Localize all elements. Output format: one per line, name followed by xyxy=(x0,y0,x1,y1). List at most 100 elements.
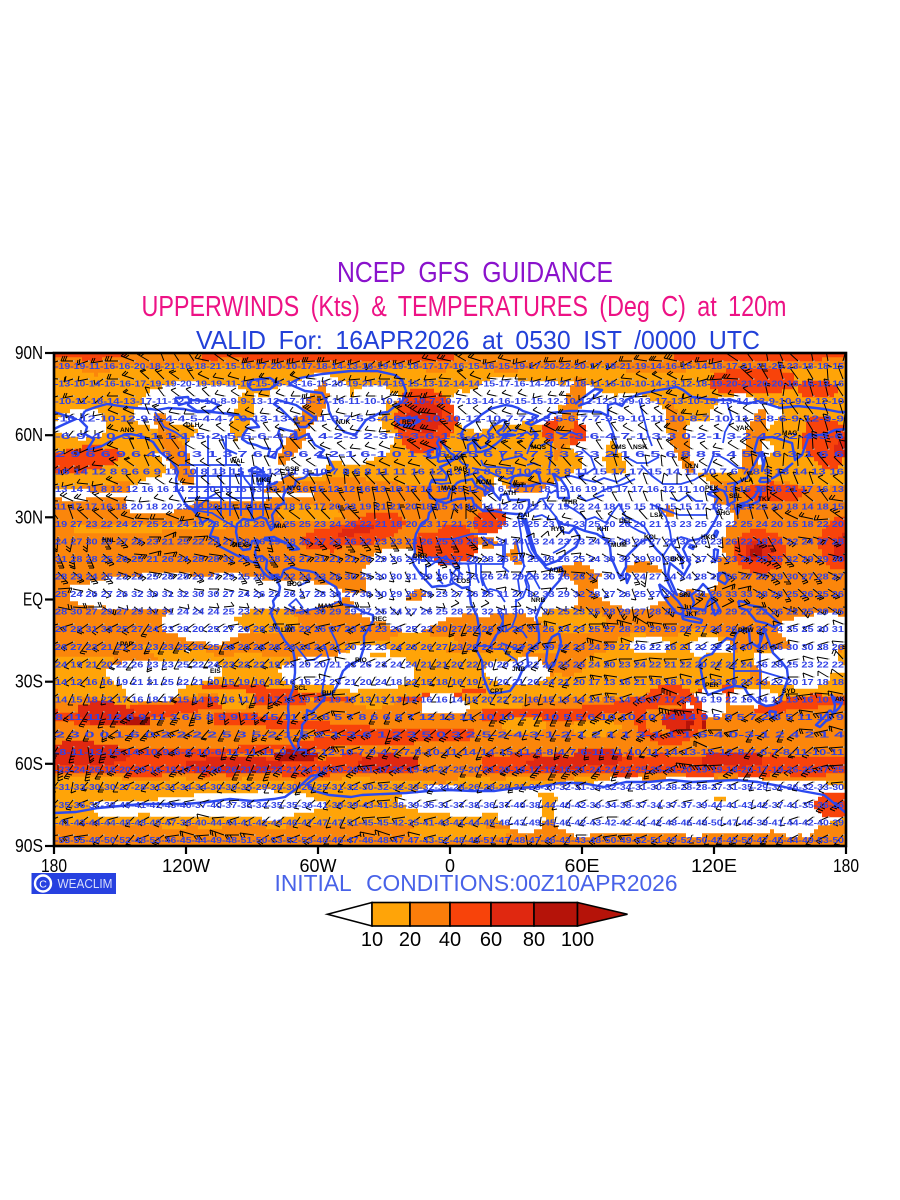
svg-text:TKY: TKY xyxy=(758,496,772,503)
svg-text:60N: 60N xyxy=(15,424,43,445)
svg-text:MEX: MEX xyxy=(232,542,247,549)
svg-text:SUV: SUV xyxy=(842,644,856,651)
svg-text:2 3 0 0 1-6 0-2-2-2 2 5 3 5-2-: 2 3 0 0 1-6 0-2-2-2 2 5 3 5-2-1-5-2-1-3-… xyxy=(55,731,845,740)
svg-text:SEL: SEL xyxy=(729,493,742,500)
svg-text:-10-12-10-12-9-8-4-4-5-4-4-7-9: -10-12-10-12-9-8-4-4-5-4-4-7-9-13-13-11-… xyxy=(55,415,845,424)
svg-text:SHG: SHG xyxy=(716,510,730,517)
svg-text:OMS: OMS xyxy=(611,444,627,451)
svg-text:KHI: KHI xyxy=(597,526,609,533)
svg-text:60W: 60W xyxy=(300,855,338,876)
svg-text:SIN: SIN xyxy=(679,592,690,599)
svg-text:14 12 16 16 19 21 21 25 22 21: 14 12 16 16 19 21 21 25 22 21 20 15 19 1… xyxy=(55,678,845,687)
svg-text:60S: 60S xyxy=(15,753,43,774)
svg-text:20: 20 xyxy=(399,929,421,951)
svg-text:NUK: NUK xyxy=(336,419,351,426)
svg-text:BUE: BUE xyxy=(322,690,337,697)
svg-text:PAP: PAP xyxy=(120,641,134,648)
svg-text:MOS: MOS xyxy=(531,444,547,451)
svg-text:-41-43-44-44-48-48-49-47-38-40: -41-43-44-44-48-48-49-47-38-40-44-44-41-… xyxy=(55,818,845,827)
svg-text:JNB: JNB xyxy=(512,666,525,673)
svg-text:REC: REC xyxy=(373,616,387,623)
svg-text:31 28 28 25 26 25 21 26 24 28: 31 28 28 25 26 25 21 26 24 28 28 32 29 2… xyxy=(55,555,845,564)
svg-text:2 9 6 6 9 6 4 6 0 3 1 3 7 6 7: 2 9 6 6 9 6 4 6 0 3 1 3 7 6 7 9 6 4 2-1 … xyxy=(55,450,845,459)
svg-text:NRB: NRB xyxy=(531,597,546,604)
svg-text:30N: 30N xyxy=(15,506,43,527)
svg-text:WEACLIM: WEACLIM xyxy=(58,877,113,891)
svg-text:28 30 27 29 27 29 31 31 24 24: 28 30 27 29 27 29 31 31 24 24 24 25 23 2… xyxy=(55,608,845,617)
svg-text:NSK: NSK xyxy=(633,444,647,451)
svg-text:INITIAL CONDITIONS:00Z10APR202: INITIAL CONDITIONS:00Z10APR2026 xyxy=(275,870,678,896)
svg-text:MAN: MAN xyxy=(318,603,333,610)
svg-text:13 14 11 8 12 12 16 16 14 21 2: 13 14 11 8 12 12 16 16 14 21 20 19 16 13… xyxy=(55,485,845,494)
svg-text:30S: 30S xyxy=(15,671,43,692)
svg-text:23 28 31 33 25 27 24 23 28 20: 23 28 31 33 25 27 24 23 28 20 25 27 29 2… xyxy=(55,625,845,634)
svg-text:GSB: GSB xyxy=(285,466,300,473)
svg-text:120E: 120E xyxy=(691,855,737,876)
svg-text:NYC: NYC xyxy=(287,485,301,492)
svg-text:ROM: ROM xyxy=(476,479,492,486)
svg-text:24 19 21 20 22 26 23 23 25 22: 24 19 21 20 22 26 23 23 25 22 24 23 22 2… xyxy=(55,660,845,669)
svg-text:PER: PER xyxy=(705,682,719,689)
svg-text:26 27 23 21 21 23 23 23 25 26: 26 27 23 21 21 23 23 23 25 26 25 28 29 2… xyxy=(55,643,845,652)
svg-text:0: 0 xyxy=(445,855,455,876)
svg-text:-10-11-18-14-13-17-11-12-13-10: -10-11-18-14-13-17-11-12-13-10-8-9-9-13-… xyxy=(55,397,845,406)
svg-text:-13-10-14-16-16-17-19-19-20-19: -13-10-14-16-16-17-19-19-20-19-19-11-16-… xyxy=(55,380,845,389)
svg-text:ANC: ANC xyxy=(120,427,135,434)
svg-text:-35-36-37-38-40-41-41-43-40-37: -35-36-37-38-40-41-41-43-40-37-40-37-35-… xyxy=(55,801,845,810)
svg-text:AKL: AKL xyxy=(835,696,849,703)
svg-text:14 15 18 22 17 16 18 17 15 14: 14 15 18 22 17 16 18 17 15 14 13 16 11 1… xyxy=(55,695,845,704)
svg-text:120W: 120W xyxy=(162,855,211,876)
svg-text:-53-55-48-50-52-48-53-46-45-44: -53-55-48-50-52-48-53-46-45-44-49-48-51-… xyxy=(55,836,845,845)
svg-text:PAR: PAR xyxy=(454,466,468,473)
svg-text:-23-24-26-18-20-20-16-19-17-19: -23-24-26-18-20-20-16-19-17-19-20-26-21-… xyxy=(55,766,845,775)
svg-text:MIA: MIA xyxy=(274,523,286,530)
svg-text:40: 40 xyxy=(439,929,461,951)
svg-text:60E: 60E xyxy=(565,855,600,876)
svg-text:DEL: DEL xyxy=(619,518,632,525)
svg-text:-6-9-4 0-3 1 1 1-1-5-2-5-5-6-4: -6-9-4 0-3 1 1 1-1-5-2-5-5-6-4-4-1 4-2-3… xyxy=(55,432,845,441)
svg-text:LSA: LSA xyxy=(650,512,663,519)
svg-text:LON: LON xyxy=(450,455,464,462)
svg-text:MAG: MAG xyxy=(782,430,797,437)
svg-text:MAD: MAD xyxy=(441,485,456,492)
svg-text:REY: REY xyxy=(402,419,416,426)
svg-text:16 14 12 8 9 6 6 9 11 10 8 13: 16 14 12 8 9 6 6 9 11 10 8 13 15 12 12 1… xyxy=(55,467,845,476)
svg-text:RYD: RYD xyxy=(551,526,565,533)
svg-text:C: C xyxy=(39,879,47,891)
svg-text:MKE: MKE xyxy=(256,477,271,484)
svg-text:LIM: LIM xyxy=(281,627,293,634)
svg-text:DLH: DLH xyxy=(186,422,200,429)
svg-text:ADB: ADB xyxy=(549,567,564,574)
svg-text:25 24 26 27 26 32 30 31 32 30: 25 24 26 27 26 32 30 31 32 30 30 27 24 2… xyxy=(55,590,845,599)
svg-text:WAL: WAL xyxy=(230,458,245,465)
svg-text:180: 180 xyxy=(41,855,67,876)
svg-text:DKR: DKR xyxy=(413,553,428,560)
svg-text:IST: IST xyxy=(514,482,524,489)
svg-text:KOL: KOL xyxy=(644,534,658,541)
svg-text:RIO: RIO xyxy=(355,657,367,664)
svg-text:JKT: JKT xyxy=(685,611,697,618)
svg-text:28 29 24 25 23 22 25 28 28 29: 28 29 24 25 23 22 25 28 28 29 27 29 25 2… xyxy=(55,573,845,582)
svg-text:19 27 23 22 24 27 25 21 24 19: 19 27 23 22 24 27 25 21 24 19 23 21 18 2… xyxy=(55,520,845,529)
svg-text:80: 80 xyxy=(523,929,545,951)
svg-text:SYD: SYD xyxy=(782,688,796,695)
svg-text:BOG: BOG xyxy=(287,581,302,588)
svg-text:EIS: EIS xyxy=(210,668,221,675)
svg-text:24 27 30 29 27 25 23 21 25 22: 24 27 30 29 27 25 23 21 25 22 25 27 28 2… xyxy=(55,538,845,547)
svg-text:CPT: CPT xyxy=(490,688,503,695)
svg-text:THR: THR xyxy=(564,499,578,506)
svg-text:VALID For: 16APR2026 at 0530 I: VALID For: 16APR2026 at 0530 IST /0000 U… xyxy=(196,325,760,355)
svg-text:180: 180 xyxy=(833,855,859,876)
svg-text:UPPERWINDS (Kts) & TEMPERATURE: UPPERWINDS (Kts) & TEMPERATURES (Deg C) … xyxy=(142,291,787,323)
svg-text:11 17 17 16 18 20 18 20 23 18: 11 17 17 16 18 20 18 20 23 18 20 15 17 1… xyxy=(55,502,845,511)
svg-text:ATH: ATH xyxy=(503,490,516,497)
svg-text:-8-11-13-15-14-10-9-6-6-10-6-1: -8-11-13-15-14-10-9-6-6-10-6-11-11-11-9-… xyxy=(55,748,845,757)
svg-text:-31-33-30-30-27-28-31-31-34-34: -31-33-30-30-27-28-31-31-34-34-30-30-35-… xyxy=(55,783,845,792)
svg-text:SCL: SCL xyxy=(294,685,307,692)
svg-text:MUM: MUM xyxy=(611,542,627,549)
svg-text:DRW: DRW xyxy=(738,627,754,634)
svg-text:BKK: BKK xyxy=(670,556,685,563)
svg-text:NCEP GFS GUIDANCE: NCEP GFS GUIDANCE xyxy=(337,257,613,289)
svg-text:EQ: EQ xyxy=(23,589,43,610)
svg-text:LOS: LOS xyxy=(457,578,471,585)
